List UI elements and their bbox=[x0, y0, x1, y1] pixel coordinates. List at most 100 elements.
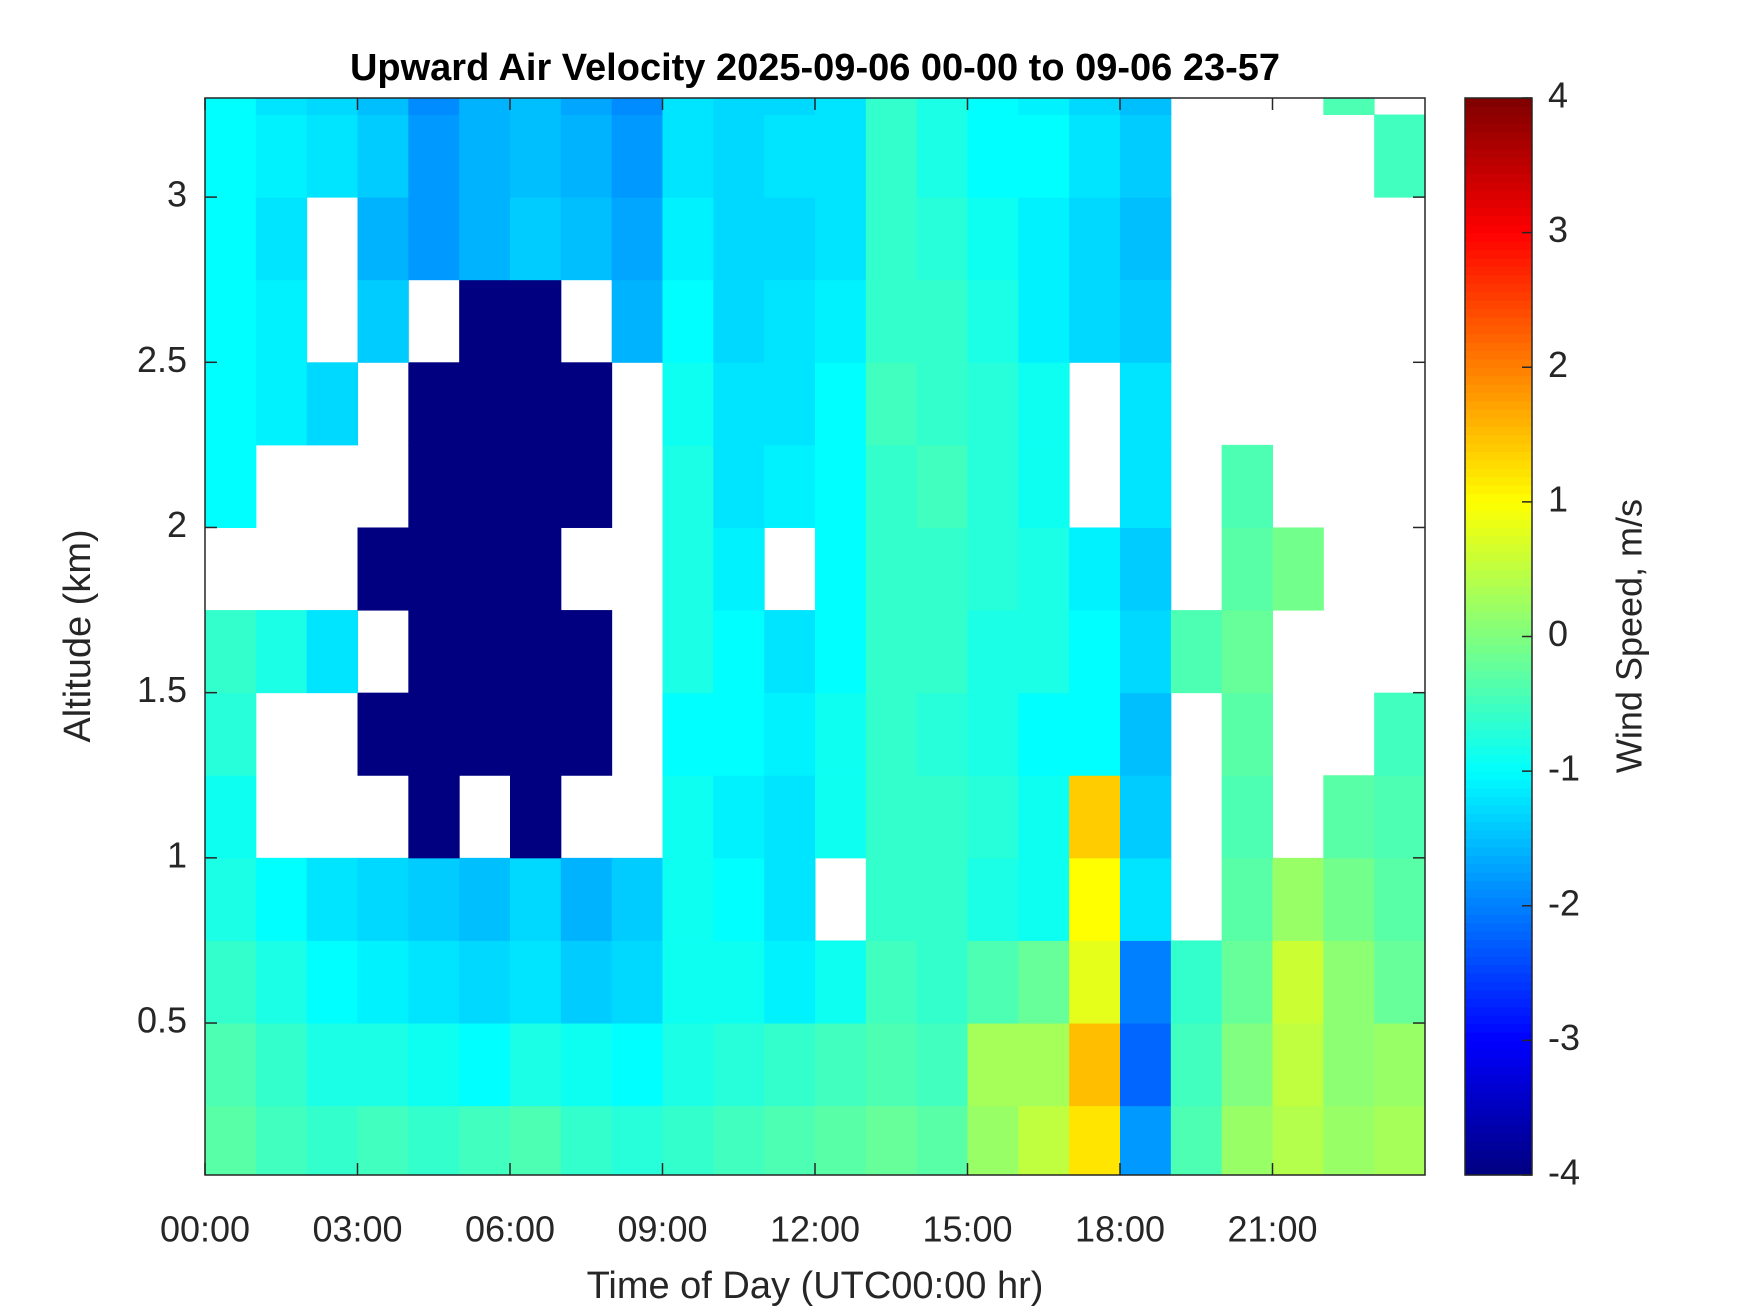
heatmap-cell bbox=[408, 114, 460, 198]
heatmap-cell bbox=[916, 1023, 968, 1107]
heatmap-cell bbox=[967, 444, 1019, 528]
colorbar-swatch bbox=[1465, 1031, 1532, 1041]
heatmap-cell bbox=[408, 610, 460, 694]
colorbar-swatch bbox=[1465, 207, 1532, 217]
heatmap-cell bbox=[865, 279, 918, 363]
heatmap-cell bbox=[1069, 114, 1121, 198]
colorbar-swatch bbox=[1465, 1057, 1532, 1067]
heatmap-cell bbox=[510, 362, 562, 446]
x-tick-label: 18:00 bbox=[1075, 1209, 1165, 1250]
heatmap-cell bbox=[205, 197, 257, 281]
colorbar-swatch bbox=[1465, 678, 1532, 688]
heatmap-cell bbox=[1018, 197, 1070, 281]
heatmap-cell bbox=[967, 692, 1019, 776]
y-tick-label: 2.5 bbox=[137, 339, 187, 380]
heatmap-cell bbox=[1018, 940, 1070, 1024]
heatmap-cell bbox=[560, 610, 613, 694]
heatmap-cell bbox=[1018, 610, 1070, 694]
heatmap-cell bbox=[1170, 1023, 1223, 1107]
heatmap-cell bbox=[916, 610, 968, 694]
colorbar-tick-label: 3 bbox=[1548, 209, 1568, 250]
colorbar-swatch bbox=[1465, 1149, 1532, 1159]
heatmap-cell bbox=[1323, 98, 1375, 116]
heatmap-cell bbox=[662, 527, 714, 611]
heatmap-cell bbox=[510, 197, 562, 281]
colorbar-swatch bbox=[1465, 586, 1532, 596]
heatmap-cell bbox=[560, 1023, 613, 1107]
colorbar-swatch bbox=[1465, 779, 1532, 789]
heatmap-cell bbox=[815, 114, 867, 198]
heatmap-cell bbox=[764, 279, 816, 363]
heatmap-cell bbox=[306, 362, 358, 446]
colorbar-tick-label: 0 bbox=[1548, 613, 1568, 654]
y-tick-label: 3 bbox=[167, 174, 187, 215]
colorbar-swatch bbox=[1465, 266, 1532, 276]
heatmap-cell bbox=[459, 610, 511, 694]
heatmap-cell bbox=[408, 940, 460, 1024]
heatmap-cell bbox=[662, 1023, 714, 1107]
colorbar-label: Wind Speed, m/s bbox=[1609, 499, 1650, 773]
colorbar-swatch bbox=[1465, 762, 1532, 772]
heatmap-cell bbox=[560, 857, 613, 941]
heatmap-cell bbox=[1374, 1105, 1425, 1175]
heatmap-cell bbox=[764, 444, 816, 528]
colorbar-tick-label: 2 bbox=[1548, 344, 1568, 385]
heatmap-cell bbox=[255, 197, 308, 281]
heatmap-cell bbox=[1323, 940, 1375, 1024]
colorbar-swatch bbox=[1465, 703, 1532, 713]
heatmap-cell bbox=[1221, 775, 1273, 859]
heatmap-cell bbox=[1069, 197, 1121, 281]
heatmap-cell bbox=[1374, 857, 1425, 941]
heatmap-cell bbox=[1018, 279, 1070, 363]
heatmap-cell bbox=[510, 98, 562, 116]
colorbar-swatch bbox=[1465, 594, 1532, 604]
heatmap-cell bbox=[357, 857, 409, 941]
heatmap-cell bbox=[560, 940, 613, 1024]
heatmap-cell bbox=[1018, 775, 1070, 859]
heatmap-cell bbox=[662, 197, 714, 281]
heatmap-cell bbox=[510, 1023, 562, 1107]
y-tick-label: 0.5 bbox=[137, 1000, 187, 1041]
heatmap-cell bbox=[764, 1023, 816, 1107]
heatmap-cell bbox=[815, 279, 867, 363]
heatmap-cell bbox=[713, 362, 765, 446]
x-tick-label: 12:00 bbox=[770, 1209, 860, 1250]
heatmap-cell bbox=[865, 857, 918, 941]
heatmap-cell bbox=[306, 114, 358, 198]
heatmap-cell bbox=[510, 1105, 562, 1175]
colorbar-swatch bbox=[1465, 283, 1532, 293]
heatmap-cell bbox=[1221, 1105, 1273, 1175]
heatmap-cell bbox=[1374, 114, 1425, 198]
heatmap-cell bbox=[865, 940, 918, 1024]
colorbar-tick-label: -2 bbox=[1548, 882, 1580, 923]
heatmap-cell bbox=[713, 197, 765, 281]
colorbar-swatch bbox=[1465, 215, 1532, 225]
heatmap-cell bbox=[1120, 857, 1172, 941]
colorbar-swatch bbox=[1465, 510, 1532, 520]
heatmap-cell bbox=[510, 857, 562, 941]
colorbar-swatch bbox=[1465, 888, 1532, 898]
colorbar-swatch bbox=[1465, 964, 1532, 974]
heatmap-cell bbox=[1069, 1105, 1121, 1175]
x-tick-label: 09:00 bbox=[617, 1209, 707, 1250]
heatmap-cell bbox=[662, 857, 714, 941]
heatmap-cell bbox=[510, 692, 562, 776]
colorbar-swatch bbox=[1465, 190, 1532, 200]
colorbar-swatch bbox=[1465, 291, 1532, 301]
y-tick-label: 1 bbox=[167, 834, 187, 875]
colorbar-swatch bbox=[1465, 350, 1532, 360]
heatmap-cell bbox=[713, 692, 765, 776]
heatmap-cell bbox=[611, 857, 663, 941]
heatmap-cell bbox=[1069, 279, 1121, 363]
colorbar-swatch bbox=[1465, 611, 1532, 621]
heatmap-cell bbox=[1170, 610, 1223, 694]
colorbar-swatch bbox=[1465, 695, 1532, 705]
heatmap-cell bbox=[662, 279, 714, 363]
x-tick-label: 06:00 bbox=[465, 1209, 555, 1250]
heatmap-cell bbox=[967, 1023, 1019, 1107]
colorbar-swatch bbox=[1465, 552, 1532, 562]
heatmap-cell bbox=[662, 940, 714, 1024]
heatmap-cell bbox=[916, 197, 968, 281]
heatmap-cell bbox=[459, 114, 511, 198]
